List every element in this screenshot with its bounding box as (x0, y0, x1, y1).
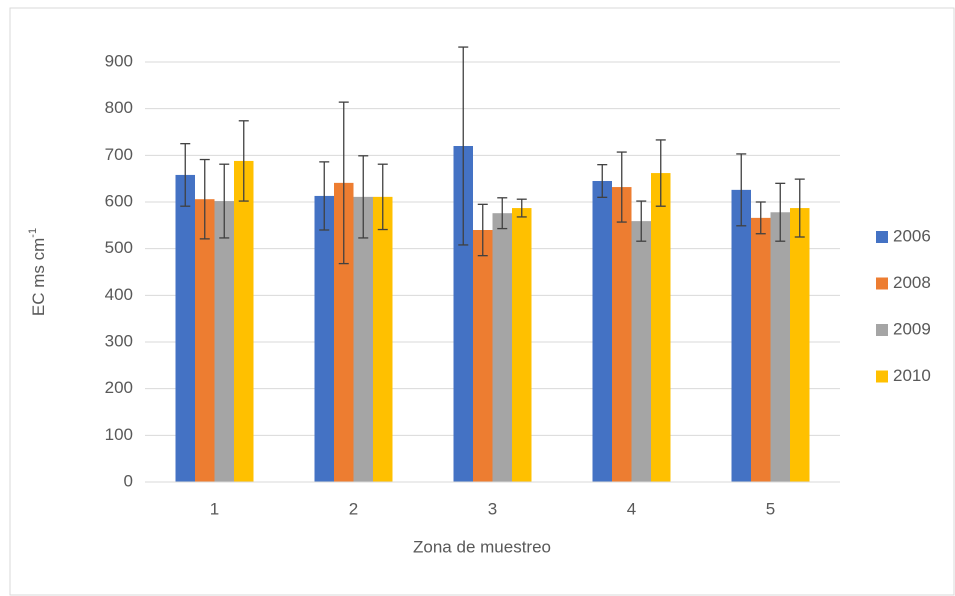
error-bar (597, 164, 608, 198)
bar (314, 195, 334, 482)
error-bar (497, 197, 508, 230)
bar (790, 208, 810, 483)
legend-swatch (876, 277, 888, 290)
error-bar (238, 120, 249, 202)
bar (651, 173, 671, 483)
x-tick-label: 2 (349, 499, 358, 518)
x-tick-label: 4 (627, 499, 636, 518)
bar (453, 146, 473, 482)
error-bar (794, 178, 805, 238)
bar (334, 182, 354, 482)
bar (731, 189, 751, 482)
bar (512, 208, 532, 483)
error-bar (319, 161, 330, 231)
bar (751, 217, 771, 482)
legend-label: 2008 (893, 273, 931, 292)
x-tick-label: 1 (210, 499, 219, 518)
bar (473, 230, 493, 482)
bar (234, 160, 254, 482)
legend-label: 2010 (893, 366, 931, 385)
legend-swatch (876, 324, 888, 336)
error-bar (477, 203, 488, 257)
bar (373, 196, 393, 482)
error-bar (199, 158, 210, 240)
bar (195, 199, 215, 482)
y-tick-label: 400 (105, 285, 133, 304)
y-tick-label: 100 (105, 425, 133, 444)
x-tick-label: 3 (488, 499, 497, 518)
bar (631, 221, 651, 482)
bar (770, 212, 790, 482)
bar (612, 187, 632, 483)
legend-swatch (876, 231, 888, 243)
y-tick-label: 600 (105, 191, 133, 210)
bar (592, 181, 612, 482)
x-tick-label: 5 (766, 499, 775, 518)
bar (214, 201, 234, 483)
bar (353, 196, 373, 482)
error-bar (755, 201, 766, 235)
error-bar (736, 153, 747, 227)
error-bar (338, 101, 349, 265)
error-bar (377, 163, 388, 231)
error-bar (636, 200, 647, 242)
y-tick-label: 700 (105, 145, 133, 164)
error-bar (180, 143, 191, 207)
error-bar (616, 151, 627, 223)
legend-swatch (876, 370, 888, 383)
y-tick-label: 0 (124, 471, 133, 490)
error-bar (775, 182, 786, 242)
bar (175, 174, 195, 482)
y-axis-title: EC ms cm-1 (27, 228, 49, 316)
y-label: EC ms cm (29, 238, 48, 316)
error-bar (219, 163, 230, 239)
y-label-sup: -1 (27, 228, 39, 238)
y-tick-label: 200 (105, 378, 133, 397)
error-bar (516, 198, 527, 218)
legend-label: 2006 (893, 226, 931, 245)
error-bar (655, 139, 666, 207)
y-tick-label: 900 (105, 51, 133, 70)
x-axis-title: Zona de muestreo (413, 537, 551, 556)
bar (492, 213, 512, 482)
error-bar (458, 46, 469, 246)
legend-label: 2009 (893, 319, 931, 338)
y-tick-label: 300 (105, 331, 133, 350)
y-tick-label: 800 (105, 98, 133, 117)
y-tick-label: 500 (105, 238, 133, 257)
error-bar (358, 155, 369, 239)
